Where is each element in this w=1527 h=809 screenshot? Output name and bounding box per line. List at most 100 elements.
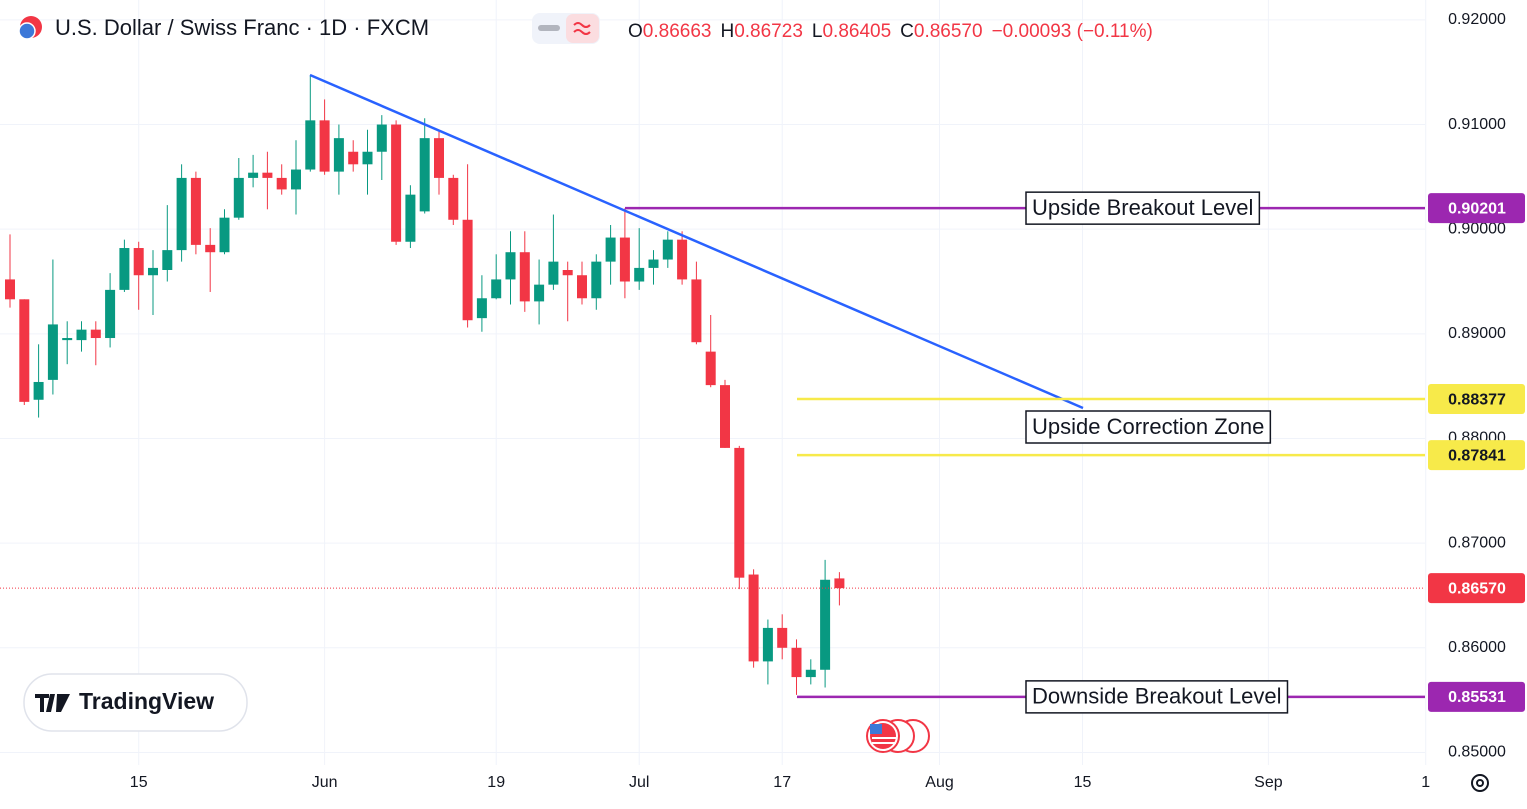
candle-body bbox=[176, 177, 187, 251]
candle-body bbox=[634, 267, 645, 282]
candle-body bbox=[62, 338, 73, 341]
x-tick-label: 15 bbox=[1074, 774, 1092, 791]
ohlc-change: −0.00093 (−0.11%) bbox=[992, 21, 1153, 42]
annotation-box bbox=[1025, 680, 1289, 714]
level-label: 0.90201 bbox=[1448, 200, 1506, 217]
candle-body bbox=[291, 169, 301, 190]
candle-body bbox=[19, 299, 30, 402]
x-tick-label: 19 bbox=[487, 774, 505, 791]
level-badge bbox=[1428, 193, 1525, 224]
candle-body bbox=[248, 172, 259, 178]
candle-body bbox=[276, 177, 287, 190]
ohlc-value: 0.86570 bbox=[914, 21, 983, 42]
watermark-text: TradingView bbox=[79, 688, 214, 714]
candle-body bbox=[348, 151, 359, 165]
x-tick-label: Sep bbox=[1254, 774, 1283, 791]
candle-body bbox=[262, 172, 273, 178]
ohlc-key: C bbox=[900, 21, 914, 42]
candle-body bbox=[762, 627, 773, 662]
y-tick-label: 0.86000 bbox=[1448, 639, 1506, 656]
x-tick-label: 15 bbox=[130, 774, 148, 791]
candle-body bbox=[190, 177, 201, 245]
plot bbox=[0, 73, 1425, 699]
candle-body bbox=[548, 261, 559, 285]
annotation-box bbox=[1025, 191, 1261, 225]
candle-body bbox=[577, 275, 587, 299]
candle-body bbox=[219, 217, 230, 253]
candle-body bbox=[491, 279, 502, 299]
candle-body bbox=[162, 250, 173, 270]
annotation-text: Upside Breakout Level bbox=[1032, 195, 1253, 220]
candle-body bbox=[105, 289, 116, 339]
candle-body bbox=[805, 669, 816, 678]
ohlc-key: H bbox=[720, 21, 734, 42]
pill-icon bbox=[538, 25, 560, 31]
ohlc-value: 0.86663 bbox=[643, 21, 712, 42]
annotation-box bbox=[1025, 410, 1272, 444]
candle-body bbox=[133, 248, 144, 276]
pill-icon bbox=[573, 22, 591, 35]
candle-body bbox=[333, 138, 344, 172]
candle-body bbox=[476, 298, 487, 319]
annotation-text: Downside Breakout Level bbox=[1032, 684, 1281, 709]
candle-body bbox=[90, 329, 101, 339]
event-icons bbox=[866, 719, 930, 753]
candle-body bbox=[448, 177, 459, 220]
candle-body bbox=[748, 574, 759, 662]
last-price-badge bbox=[1428, 573, 1525, 604]
y-tick-label: 0.87000 bbox=[1448, 534, 1506, 551]
candle-body bbox=[419, 138, 430, 212]
level-label: 0.87841 bbox=[1448, 447, 1506, 464]
x-tick-label: Aug bbox=[925, 774, 953, 791]
level-label: 0.88377 bbox=[1448, 391, 1506, 408]
y-tick-label: 0.89000 bbox=[1448, 325, 1506, 342]
settings-button[interactable] bbox=[1471, 774, 1489, 792]
candle-body bbox=[691, 279, 702, 343]
candle-body bbox=[791, 647, 802, 678]
symbol-icon bbox=[18, 22, 36, 40]
last-price-label: 0.86570 bbox=[1448, 580, 1506, 597]
candle-body bbox=[777, 627, 788, 648]
candle-body bbox=[391, 124, 402, 242]
level-badge bbox=[1428, 384, 1525, 415]
candle-body bbox=[76, 329, 87, 341]
event-icon bbox=[870, 724, 882, 734]
candle-body bbox=[834, 578, 845, 589]
candle-body bbox=[662, 239, 673, 260]
x-tick-label: Jul bbox=[629, 774, 649, 791]
candle-body bbox=[734, 447, 745, 578]
gear-icon[interactable] bbox=[1471, 774, 1489, 792]
candle-body bbox=[205, 244, 216, 253]
y-tick-label: 0.85000 bbox=[1448, 744, 1506, 761]
trendline bbox=[309, 73, 1084, 410]
y-tick-label: 0.92000 bbox=[1448, 11, 1506, 28]
ohlc-value: 0.86723 bbox=[734, 21, 803, 42]
watermark: TradingView bbox=[23, 673, 248, 732]
candle-body bbox=[648, 259, 659, 268]
annotation-text: Upside Correction Zone bbox=[1032, 414, 1264, 439]
candle-body bbox=[619, 237, 630, 282]
candle-body bbox=[519, 252, 530, 302]
candle-body bbox=[305, 120, 316, 170]
event-icon bbox=[872, 737, 896, 744]
ohlc-key: O bbox=[628, 21, 643, 42]
level-badge bbox=[1428, 440, 1525, 471]
ohlc-legend: O 0.86663 H 0.86723 L 0.86405 C 0.86570 −0.00093… bbox=[628, 21, 1153, 42]
candle-body bbox=[677, 239, 688, 280]
x-tick-label: 1 bbox=[1421, 774, 1430, 791]
candle-body bbox=[720, 385, 730, 448]
candle-body bbox=[47, 324, 58, 380]
x-tick-label: 17 bbox=[773, 774, 791, 791]
y-tick-label: 0.90000 bbox=[1448, 220, 1506, 237]
ohlc-value: 0.86405 bbox=[822, 21, 891, 42]
chart-title: U.S. Dollar / Swiss Franc · 1D · FXCM bbox=[55, 15, 429, 40]
ohlc-key: L bbox=[812, 21, 823, 42]
gear-icon bbox=[1476, 779, 1484, 787]
candle-body bbox=[148, 267, 158, 276]
watermark-box bbox=[23, 673, 248, 732]
candle-body bbox=[376, 124, 387, 152]
